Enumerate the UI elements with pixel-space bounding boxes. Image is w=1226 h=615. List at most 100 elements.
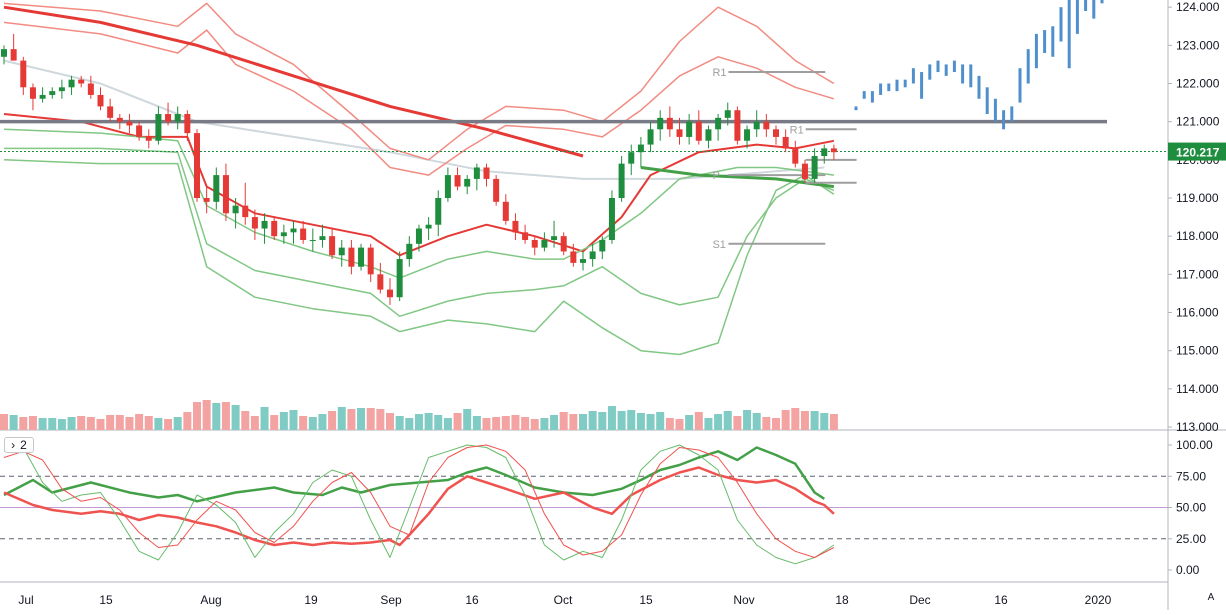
volume-bar (164, 419, 173, 430)
last-price-label: 120.217 (1176, 146, 1220, 160)
price-tick-label: 124.000 (1176, 0, 1220, 14)
volume-bar (501, 416, 510, 430)
candle-body (309, 239, 316, 241)
volume-bar (521, 417, 530, 430)
candle-body (570, 251, 577, 263)
time-axis-label: Nov (733, 593, 754, 607)
candle-body (358, 247, 365, 267)
indicator-pane-toggle[interactable]: › 2 (4, 437, 34, 453)
volume-bar (588, 411, 597, 430)
volume-bar (733, 416, 742, 430)
volume-bar (279, 412, 288, 430)
candle-body (58, 87, 65, 92)
volume-bar (19, 417, 28, 430)
volume-bar (569, 414, 578, 430)
candle-body (695, 121, 702, 141)
candle-body (734, 110, 741, 141)
volume-bar (347, 409, 356, 430)
volume-bar (231, 405, 240, 430)
volume-bar (405, 418, 414, 430)
candle-body (686, 121, 693, 137)
time-axis-label: 2020 (1085, 593, 1112, 607)
volume-bar (791, 408, 800, 430)
auto-scale-icon: A (1207, 591, 1215, 603)
osc-tick-label: 50.00 (1176, 501, 1206, 515)
volume-bar (241, 411, 250, 430)
candle-body (222, 175, 229, 214)
volume-bar (395, 416, 404, 430)
volume-bar (492, 417, 501, 430)
volume-bar (598, 412, 607, 430)
volume-bar (762, 417, 771, 430)
pivot-label: P (712, 170, 719, 182)
long-ma-line-rising (640, 166, 835, 189)
price-tick-label: 114.000 (1176, 382, 1219, 396)
last-price-badge (1168, 142, 1226, 161)
volume-bar (337, 407, 346, 430)
pivot-label: S1 (712, 239, 725, 251)
candle-body (618, 163, 625, 198)
volume-bar (714, 414, 723, 430)
time-axis-label: 16 (465, 593, 479, 607)
upper-band-inner-line (3, 21, 835, 176)
candle-body (78, 79, 85, 84)
volume-bar (579, 414, 587, 430)
pivot-lines: R1 P S1 R1 (712, 67, 857, 251)
time-axis-label: 15 (99, 593, 113, 607)
candle-body (213, 175, 220, 202)
lower-band-outer-line (3, 159, 835, 356)
candle-body (657, 117, 664, 130)
long-ma-line (3, 5, 584, 158)
candle-body (454, 175, 461, 187)
candle-body (194, 133, 200, 198)
candle-body (580, 259, 586, 263)
volume-bar (48, 418, 57, 430)
volume-bar (106, 415, 115, 430)
time-axis-label: 19 (304, 593, 318, 607)
candle-body (280, 232, 287, 237)
volume-bar (511, 415, 520, 430)
candle-body (136, 125, 143, 137)
auto-scale-button[interactable]: A (1202, 588, 1220, 606)
candle-body (464, 178, 471, 187)
candle-body (425, 224, 432, 229)
price-tick-label: 118.000 (1176, 229, 1219, 243)
candle-body (387, 289, 393, 298)
osc-tick-label: 75.00 (1176, 469, 1206, 483)
candle-body (637, 144, 644, 153)
candle-body (20, 60, 27, 88)
volume-bar (221, 402, 230, 430)
volume-bar (77, 416, 86, 430)
volume-bar (472, 416, 481, 430)
candle-body (49, 91, 56, 95)
volume-bar (752, 413, 761, 430)
price-tick-label: 116.000 (1176, 306, 1219, 320)
volume-bar (308, 417, 317, 430)
candle-body (773, 129, 779, 137)
candle-body (68, 79, 75, 88)
time-axis-label: Dec (909, 593, 930, 607)
volume-bar (675, 419, 684, 430)
candle-body (444, 175, 451, 198)
volume-bar (453, 413, 462, 430)
candle-body (473, 167, 480, 179)
volume-bar (646, 414, 655, 430)
volume-bar (665, 418, 674, 430)
candle-body (329, 236, 336, 256)
candle-body (744, 129, 751, 141)
volume-bar (270, 415, 279, 430)
candle-body (753, 121, 760, 130)
projection-bars (854, 0, 1104, 130)
volume-bar (820, 413, 829, 430)
candle-body (792, 148, 799, 164)
time-axis-label: Aug (200, 593, 221, 607)
volume-bar (530, 419, 539, 430)
candle-body (126, 121, 133, 126)
candle-body (782, 136, 789, 149)
volume-bar (414, 414, 423, 430)
candle-body (367, 247, 374, 275)
volume-bar (829, 414, 838, 430)
candle-body (261, 220, 268, 229)
